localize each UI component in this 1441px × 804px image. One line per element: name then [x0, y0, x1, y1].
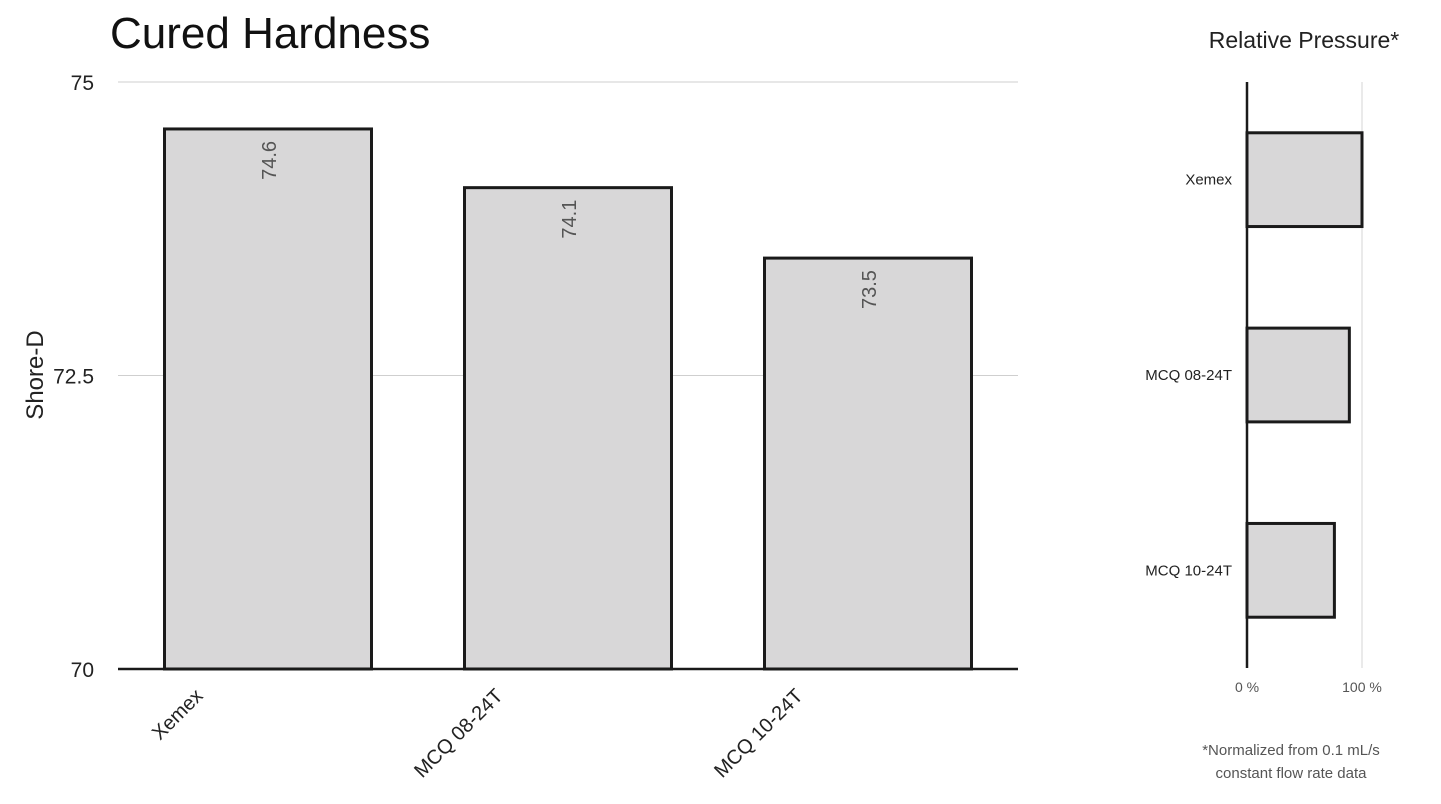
side-x-tick-labels: 0 % 100 % — [1235, 679, 1382, 695]
x-tick-label-mcq-10-24t: MCQ 10-24T — [710, 685, 807, 782]
y-tick-label: 72.5 — [53, 366, 94, 389]
x-tick-label: 0 % — [1235, 679, 1259, 695]
side-bar-mcq-08-24t — [1245, 326, 1351, 424]
y-tick-label: 70 — [71, 659, 94, 682]
side-bars — [1245, 131, 1364, 619]
side-chart-title: Relative Pressure* — [1209, 27, 1400, 53]
y-tick-labels: 70 72.5 75 — [53, 72, 94, 682]
side-bar-xemex — [1245, 131, 1364, 229]
relative-pressure-chart: Relative Pressure* Xemex MCQ 08-24T MCQ 10… — [1145, 27, 1399, 782]
data-label-mcq-08-24t: 74.1 — [559, 200, 581, 239]
bars — [163, 127, 973, 671]
bar-mcq-10-24t — [763, 256, 973, 671]
bar-mcq-08-24t — [463, 186, 673, 671]
bar-xemex — [163, 127, 373, 671]
footnote-line-1: *Normalized from 0.1 mL/s — [1202, 742, 1380, 759]
x-tick-labels: Xemex MCQ 08-24T MCQ 10-24T — [148, 685, 808, 782]
side-bar-mcq-10-24t — [1245, 521, 1336, 619]
cured-hardness-chart: Cured Hardness Shore-D 70 72.5 75 74.6 74.1… — [22, 9, 1018, 782]
side-category-label-xemex: Xemex — [1185, 172, 1232, 189]
x-tick-label: 100 % — [1342, 679, 1382, 695]
side-category-label-mcq-08-24t: MCQ 08-24T — [1145, 367, 1232, 384]
data-label-mcq-10-24t: 73.5 — [859, 270, 881, 309]
y-tick-label: 75 — [71, 72, 94, 95]
data-labels: 74.6 74.1 73.5 — [259, 141, 881, 309]
data-label-xemex: 74.6 — [259, 141, 281, 180]
side-category-label-mcq-10-24t: MCQ 10-24T — [1145, 562, 1232, 579]
x-tick-label-mcq-08-24t: MCQ 08-24T — [410, 685, 507, 782]
x-tick-label-xemex: Xemex — [148, 685, 208, 745]
footnote-line-2: constant flow rate data — [1216, 765, 1368, 782]
side-category-labels: Xemex MCQ 08-24T MCQ 10-24T — [1145, 172, 1232, 580]
chart-title: Cured Hardness — [110, 9, 430, 58]
y-axis-title: Shore-D — [22, 330, 49, 419]
